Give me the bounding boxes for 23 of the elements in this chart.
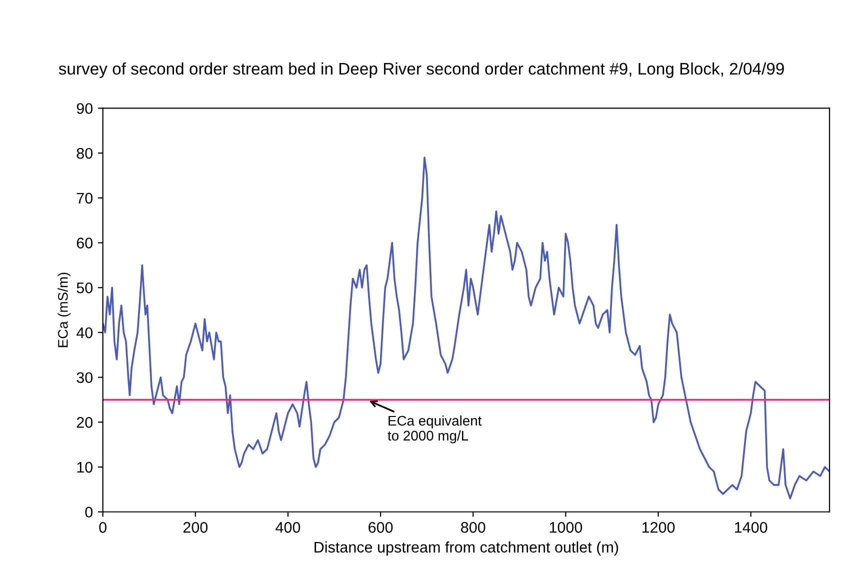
y-tick-label: 10 [77,462,93,473]
x-tick-label: 1200 [642,522,675,533]
x-tick-label: 600 [368,522,393,533]
x-tick-label: 1400 [735,522,768,533]
y-tick-label: 40 [76,327,93,338]
x-tick-label: 800 [461,522,486,533]
y-tick-label: 90 [76,103,93,114]
y-tick-label: 0 [85,506,93,518]
y-axis-title: ECa (mS/m) [58,272,71,348]
x-tick-label: 400 [276,522,300,533]
chart-title: survey of second order stream bed in Deep River second order catchment #9, Long Block, 2/04/99 [58,62,784,78]
y-tick-label: 70 [76,192,93,204]
y-tick-label: 60 [76,238,93,248]
x-tick-label: 200 [183,522,208,533]
y-tick-label: 80 [76,148,93,159]
y-tick-label: 50 [76,282,93,294]
line-series [102,156,830,500]
x-tick-label: 0 [99,522,106,533]
y-tick-label: 20 [76,417,93,428]
y-tick-label: 30 [76,372,93,384]
x-tick-label: 1000 [550,522,582,533]
annotation: ECa equivalent to 2000 mg/L [388,415,482,444]
x-axis-title: Distance upstream from catchment outlet (m) [314,541,618,556]
